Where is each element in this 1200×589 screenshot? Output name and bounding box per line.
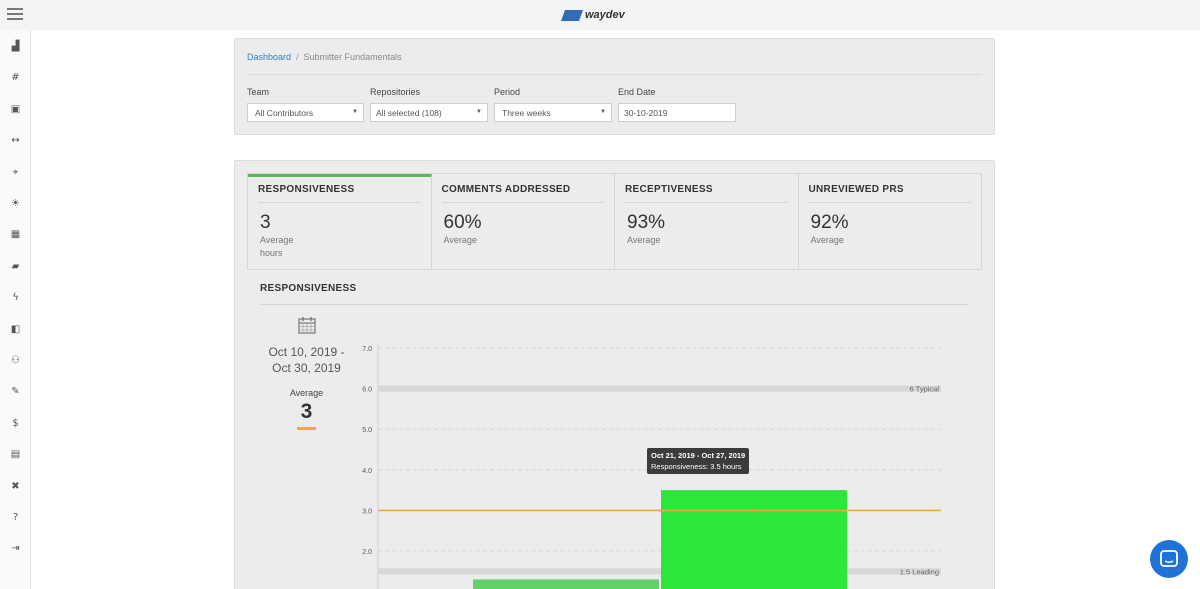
breadcrumb: Dashboard / Submitter Fundamentals: [247, 52, 402, 62]
repositories-label: Repositories: [370, 87, 421, 97]
filters-divider: [247, 74, 982, 75]
average-value: 3: [300, 400, 313, 423]
reference-label: 1.5 Leading: [900, 567, 939, 576]
bar-chart-icon[interactable]: ▟: [11, 41, 20, 52]
card-divider: [441, 202, 604, 203]
y-tick-label: 7.0: [362, 346, 372, 353]
card-value: 60%: [443, 212, 482, 233]
card-divider: [258, 202, 421, 203]
y-tick-label: 2.0: [362, 549, 372, 556]
calendar-icon[interactable]: ▦: [10, 229, 21, 241]
period-summary: Oct 10, 2019 - Oct 30, 2019 Average 3: [260, 316, 353, 430]
end-date-input[interactable]: 30-10-2019: [618, 103, 736, 122]
metric-cards: RESPONSIVENESS 3 Average hours COMMENTS …: [247, 173, 982, 270]
pencil-icon[interactable]: ✎: [11, 386, 20, 398]
bar: [661, 490, 847, 589]
repositories-select-value: All selected (108): [376, 108, 442, 118]
menu-icon[interactable]: [7, 8, 23, 20]
crosshair-icon[interactable]: ⌖: [12, 166, 19, 178]
range-end: Oct 30, 2019: [272, 361, 341, 375]
card-responsiveness[interactable]: RESPONSIVENESS 3 Average hours: [248, 174, 432, 269]
reference-label: 6 Typical: [910, 385, 940, 394]
card-title: UNREVIEWED PRS: [808, 184, 904, 195]
card-title: RESPONSIVENESS: [258, 184, 355, 195]
chat-button[interactable]: [1150, 540, 1188, 578]
average-label: Average: [289, 388, 324, 398]
card-comments-addressed[interactable]: COMMENTS ADDRESSED 60% Average: [432, 174, 615, 269]
breadcrumb-dashboard-link[interactable]: Dashboard: [247, 52, 292, 62]
card-value: 3: [260, 212, 271, 233]
card-subtitle: Average: [810, 235, 844, 245]
card-subtitle: Average: [627, 235, 661, 245]
bar: [473, 579, 659, 589]
card-value: 92%: [810, 212, 849, 233]
period-select[interactable]: Three weeks ▼: [494, 103, 612, 122]
main-content: Dashboard / Submitter Fundamentals Team Al…: [31, 30, 1200, 589]
range-start: Oct 10, 2019 -: [268, 345, 345, 359]
y-tick-label: 5.0: [362, 427, 372, 434]
report-icon[interactable]: ▣: [10, 103, 21, 115]
average-point: [752, 508, 756, 513]
comments-icon[interactable]: ▰: [11, 260, 20, 272]
card-subtitle: Average: [443, 235, 477, 245]
sun-icon[interactable]: ☀: [11, 198, 20, 209]
filters-panel: Dashboard / Submitter Fundamentals Team Al…: [234, 38, 995, 135]
card-divider: [808, 202, 971, 203]
breadcrumb-current: Submitter Fundamentals: [303, 52, 402, 62]
repositories-select[interactable]: All selected (108) ▼: [370, 103, 488, 122]
help-icon[interactable]: ?: [12, 512, 19, 523]
bolt-icon[interactable]: ϟ: [12, 292, 19, 304]
y-tick-label: 4.0: [362, 468, 372, 475]
y-tick-label: 3.0: [362, 508, 372, 515]
brand-name: waydev: [585, 9, 625, 21]
calendar-icon: [297, 317, 316, 334]
section-title: RESPONSIVENESS: [260, 283, 357, 294]
tooltip-title: Oct 21, 2019 - Oct 27, 2019: [651, 451, 745, 460]
chat-icon: [1160, 550, 1178, 567]
average-indicator: [297, 427, 316, 430]
tooltip-body: Responsiveness: 3.5 hours: [651, 462, 742, 471]
period-select-value: Three weeks: [502, 108, 551, 118]
period-label: Period: [494, 87, 521, 97]
users-icon[interactable]: ⚇: [11, 355, 20, 366]
card-value: 93%: [627, 212, 666, 233]
y-tick-label: 6.0: [362, 387, 372, 394]
tools-icon[interactable]: ✖: [11, 480, 20, 492]
clipboard-icon[interactable]: ▤: [10, 449, 21, 461]
chevron-down-icon: ▼: [352, 109, 358, 115]
reference-band: [378, 385, 941, 392]
chevron-down-icon: ▼: [476, 109, 482, 115]
card-divider: [625, 202, 788, 203]
hash-icon[interactable]: #: [11, 72, 20, 84]
metrics-panel: RESPONSIVENESS 3 Average hours COMMENTS …: [234, 160, 995, 589]
dollar-icon[interactable]: $: [12, 417, 19, 429]
logo-mark-icon: [560, 9, 584, 21]
end-date-label: End Date: [618, 87, 656, 97]
card-title: RECEPTIVENESS: [625, 184, 713, 195]
card-unreviewed-prs[interactable]: UNREVIEWED PRS 92% Average: [799, 174, 982, 269]
tooltip-box: [647, 448, 749, 474]
team-label: Team: [247, 87, 270, 97]
card-subtitle: Average hours: [260, 235, 294, 258]
card-title: COMMENTS ADDRESSED: [441, 184, 571, 195]
team-select[interactable]: All Contributors ▼: [247, 103, 364, 122]
end-date-value: 30-10-2019: [624, 108, 668, 118]
logout-icon[interactable]: ⇥: [11, 543, 20, 555]
section-divider: [260, 304, 968, 305]
top-bar: waydev: [0, 0, 1200, 30]
sidebar: ▟ # ▣ ↔ ⌖ ☀ ▦ ▰ ϟ ◧ ⚇ ✎ $ ▤ ✖? ⇥: [0, 30, 31, 589]
team-select-value: All Contributors: [255, 108, 314, 118]
reference-band: [378, 568, 941, 575]
code-arrows-icon[interactable]: ↔: [11, 135, 20, 147]
brand-logo[interactable]: waydev: [560, 7, 625, 23]
book-icon[interactable]: ◧: [10, 323, 21, 335]
card-receptiveness[interactable]: RECEPTIVENESS 93% Average: [615, 174, 799, 269]
breadcrumb-separator: /: [296, 52, 299, 62]
chevron-down-icon: ▼: [600, 109, 606, 115]
